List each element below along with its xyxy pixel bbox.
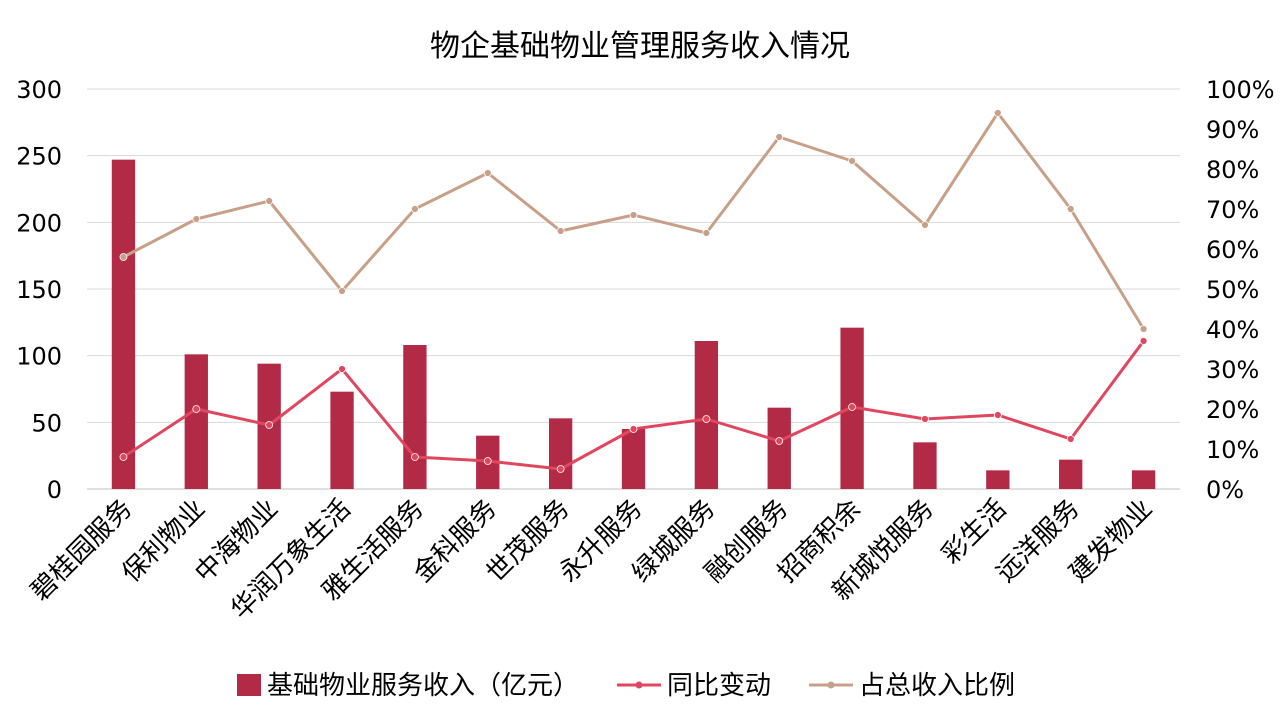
data-point xyxy=(410,453,419,461)
data-point xyxy=(483,457,492,465)
bar xyxy=(1059,459,1083,489)
data-point xyxy=(775,133,784,141)
data-point xyxy=(338,365,346,373)
chart-title: 物企基础物业管理服务收入情况 xyxy=(430,29,850,64)
series-line xyxy=(122,111,1145,330)
data-point xyxy=(119,253,128,261)
left-tick-label: 200 xyxy=(16,209,62,237)
right-tick-label: 0% xyxy=(1206,476,1244,504)
category-labels: 碧桂园服务保利物业中海物业华润万象生活雅生活服务金科服务世茂服务永升服务绿城服务… xyxy=(25,494,1158,626)
data-point xyxy=(629,425,638,433)
data-point xyxy=(410,205,419,213)
left-tick-label: 0 xyxy=(47,476,62,504)
legend-swatch-bar xyxy=(237,674,261,696)
left-tick-label: 100 xyxy=(16,343,62,371)
data-point xyxy=(629,211,638,219)
bar xyxy=(403,345,427,489)
data-point xyxy=(702,229,711,237)
right-tick-label: 30% xyxy=(1206,356,1259,384)
data-point xyxy=(848,403,856,411)
right-axis: 0% 10% 20% 30% 40% 50% 60% 70% 80% 90% 100% xyxy=(1206,76,1275,504)
bar xyxy=(184,354,208,489)
data-point xyxy=(848,157,856,165)
bar xyxy=(694,341,719,489)
bar xyxy=(330,391,354,489)
data-point xyxy=(1139,325,1148,333)
left-axis: 0 50 100 150 200 250 300 xyxy=(16,76,62,504)
data-point xyxy=(556,465,565,473)
bar xyxy=(767,407,791,489)
legend-label: 同比变动 xyxy=(667,671,771,701)
bar xyxy=(111,159,136,489)
data-point xyxy=(192,405,201,413)
data-point xyxy=(993,109,1002,117)
data-point xyxy=(265,197,274,205)
data-point xyxy=(702,415,711,423)
bar xyxy=(548,418,573,489)
right-tick-label: 50% xyxy=(1206,276,1259,304)
data-point xyxy=(775,437,784,445)
legend-swatch-marker xyxy=(635,681,643,689)
data-point xyxy=(1066,435,1075,443)
bar xyxy=(986,470,1010,489)
left-tick-label: 300 xyxy=(16,76,62,104)
left-tick-label: 250 xyxy=(16,143,62,171)
data-point xyxy=(993,411,1002,419)
legend-label: 基础物业服务收入（亿元） xyxy=(267,671,579,701)
right-tick-label: 40% xyxy=(1206,316,1259,344)
right-tick-label: 10% xyxy=(1206,436,1259,464)
legend-swatch-marker xyxy=(827,681,835,689)
bar xyxy=(621,429,646,489)
data-point xyxy=(556,227,565,235)
right-tick-label: 80% xyxy=(1206,156,1259,184)
category-label: 碧桂园服务 xyxy=(25,494,138,607)
bar xyxy=(913,442,937,489)
data-point xyxy=(1066,205,1075,213)
data-point xyxy=(119,453,128,461)
legend-label: 占总收入比例 xyxy=(859,671,1015,701)
bar-series xyxy=(111,159,1156,489)
data-point xyxy=(1139,337,1148,345)
data-point xyxy=(921,415,929,423)
right-tick-label: 60% xyxy=(1206,236,1259,264)
line-series xyxy=(119,109,1148,473)
legend: 基础物业服务收入（亿元） 同比变动 占总收入比例 xyxy=(237,671,1015,701)
data-point xyxy=(483,169,492,177)
left-tick-label: 50 xyxy=(31,409,62,437)
right-tick-label: 100% xyxy=(1206,76,1275,104)
bar xyxy=(1131,470,1156,489)
left-tick-label: 150 xyxy=(16,276,62,304)
right-tick-label: 20% xyxy=(1206,396,1259,424)
data-point xyxy=(338,287,346,295)
right-tick-label: 70% xyxy=(1206,196,1259,224)
right-tick-label: 90% xyxy=(1206,116,1259,144)
data-point xyxy=(921,221,929,229)
data-point xyxy=(192,215,201,223)
data-point xyxy=(265,421,274,429)
